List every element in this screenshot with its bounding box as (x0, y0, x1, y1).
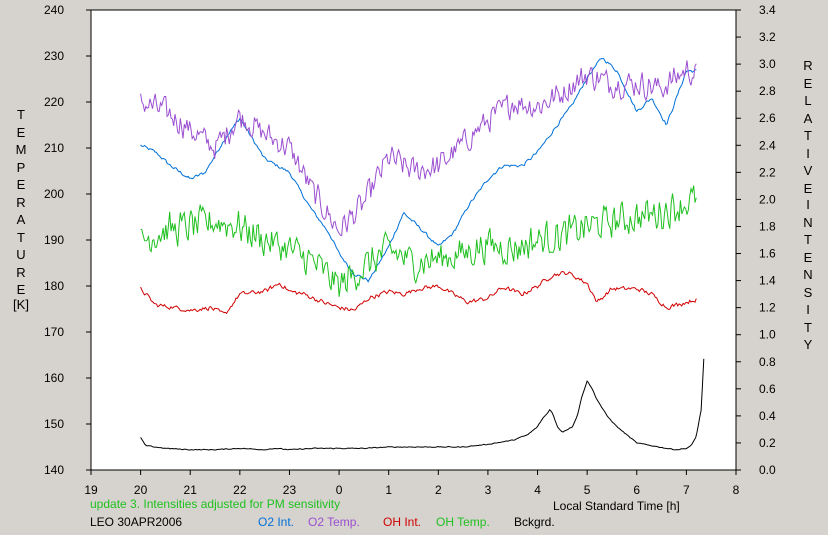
axis-layer: 1401501601701801902002102202302400.00.20… (44, 3, 776, 497)
x-tick-label: 8 (733, 483, 740, 497)
right-tick-label: 1.0 (759, 328, 776, 342)
left-tick-label: 170 (44, 325, 64, 339)
x-tick-label: 19 (84, 483, 98, 497)
right-tick-label: 3.2 (759, 30, 776, 44)
axis-label-letter: R (16, 194, 26, 210)
left-tick-label: 230 (44, 49, 64, 63)
station-date: LEO 30APR2006 (90, 515, 183, 529)
x-tick-label: 7 (683, 483, 690, 497)
left-tick-label: 210 (44, 141, 64, 155)
x-tick-label: 0 (336, 483, 343, 497)
right-tick-label: 0.2 (759, 436, 776, 450)
left-tick-label: 140 (44, 463, 64, 477)
x-tick-label: 3 (485, 483, 492, 497)
right-tick-label: 1.8 (759, 219, 776, 233)
axis-label-letter: E (803, 249, 813, 265)
axis-label-letter: L (804, 93, 812, 108)
axis-label-letter: T (17, 229, 25, 245)
legend-item: OH Int. (383, 515, 422, 529)
axis-label-letter: Y (803, 337, 813, 352)
axis-label-letter: I (806, 145, 810, 161)
left-tick-label: 180 (44, 279, 64, 293)
series-line-o2-int (140, 58, 697, 283)
right-tick-label: 3.4 (759, 3, 776, 17)
x-tick-label: 5 (584, 483, 591, 497)
axis-label-letter: N (803, 267, 813, 282)
right-tick-label: 3.0 (759, 57, 776, 71)
right-tick-label: 0.4 (759, 409, 776, 423)
left-tick-label: 160 (44, 371, 64, 385)
axis-label-letter: I (806, 302, 810, 317)
left-tick-label: 240 (44, 3, 64, 17)
axis-label-letter: T (804, 319, 812, 335)
plot-area (90, 9, 737, 471)
series-line-oh-int (140, 270, 697, 315)
axis-label-letter: S (803, 284, 813, 300)
axis-label-letter: V (803, 163, 813, 178)
axis-label-letter: T (17, 107, 25, 122)
axis-label-letter: E (803, 75, 813, 91)
x-tick-label: 1 (385, 483, 392, 497)
right-tick-label: 0.0 (759, 463, 776, 477)
left-tick-label: 190 (44, 233, 64, 247)
axis-label-letter: A (16, 212, 26, 227)
update-note: update 3. Intensities adjusted for PM se… (90, 497, 341, 511)
axis-label-letter: A (803, 110, 813, 126)
axis-label-letter: E (16, 282, 26, 297)
right-tick-label: 2.8 (759, 84, 776, 98)
right-tick-label: 1.2 (759, 301, 776, 315)
axis-label-letter: I (806, 197, 810, 212)
x-tick-label: 2 (435, 483, 442, 497)
legend-item: OH Temp. (436, 515, 490, 529)
x-axis-label: Local Standard Time [h] (553, 499, 680, 513)
left-tick-label: 200 (44, 187, 64, 201)
series-line-bckgrd (140, 358, 705, 451)
series-layer (140, 58, 705, 451)
left-tick-label: 220 (44, 95, 64, 109)
x-tick-label: 21 (184, 483, 198, 497)
x-tick-label: 22 (233, 483, 247, 497)
right-tick-label: 2.0 (759, 192, 776, 206)
right-tick-label: 2.6 (759, 111, 776, 125)
axis-label-letter: T (804, 232, 812, 247)
right-tick-label: 0.8 (759, 355, 776, 369)
left-axis-unit-text: [K] (13, 297, 29, 312)
x-tick-label: 4 (534, 483, 541, 497)
x-tick-label: 23 (283, 483, 297, 497)
axis-label-letter: M (15, 142, 27, 157)
legend-item: Bckgrd. (514, 515, 555, 529)
left-axis-unit: [K] (10, 296, 32, 314)
axis-label-letter: T (804, 128, 812, 143)
right-tick-label: 2.4 (759, 138, 776, 152)
legend-item: O2 Temp. (308, 515, 360, 529)
left-tick-label: 150 (44, 417, 64, 431)
axis-label-letter: U (16, 247, 26, 262)
right-tick-label: 2.2 (759, 165, 776, 179)
series-line-o2-temp (140, 60, 697, 237)
right-tick-label: 1.4 (759, 274, 776, 288)
axis-label-letter: P (16, 159, 26, 175)
axis-label-letter: R (16, 264, 26, 280)
series-line-oh-temp (140, 185, 697, 297)
axis-label-letter: E (16, 124, 26, 140)
axis-label-letter: E (16, 177, 26, 192)
x-tick-label: 6 (633, 483, 640, 497)
x-tick-label: 20 (134, 483, 148, 497)
axis-label-letter: N (803, 214, 813, 230)
right-tick-label: 0.6 (759, 382, 776, 396)
right-tick-label: 1.6 (759, 247, 776, 261)
legend-item: O2 Int. (258, 515, 295, 529)
axis-label-letter: R (803, 58, 813, 73)
axis-label-letter: E (803, 180, 813, 196)
